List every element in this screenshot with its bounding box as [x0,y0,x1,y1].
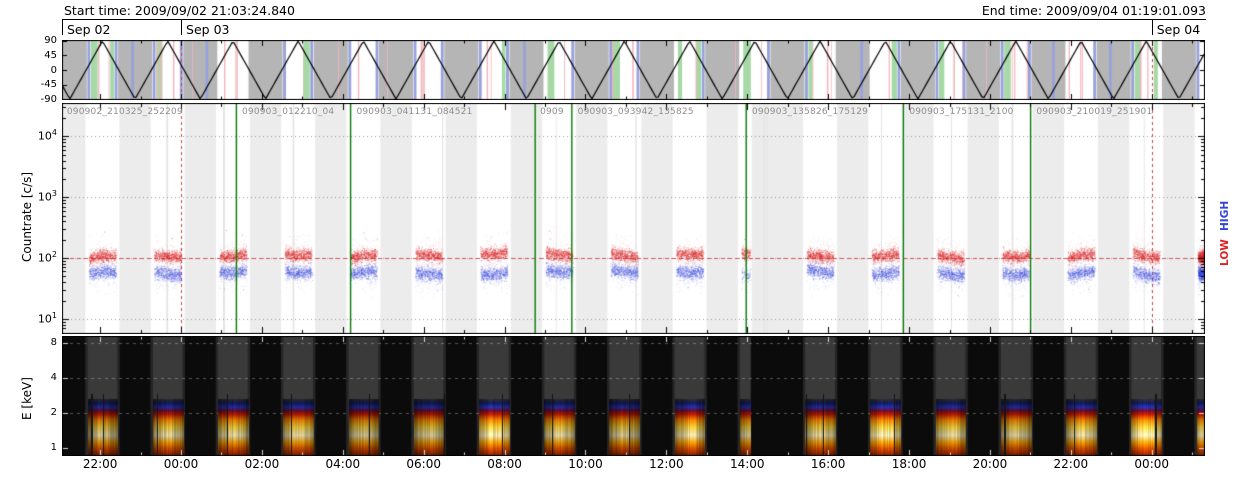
file-segment-label: 0909 [540,107,564,117]
energy-tick-label: 1 [50,441,57,453]
time-tick-label: 14:00 [729,457,765,471]
time-tick-label: 12:00 [649,457,684,471]
date-boundary-tick [181,20,183,35]
energy-tick-label: 2 [50,406,57,418]
time-tick-label: 08:00 [487,457,522,471]
attitude-panel-canvas [62,40,1205,100]
tick-exponent: 1 [51,310,57,320]
energy-tick-label: 8 [50,337,57,349]
tick-exponent: 4 [51,128,57,138]
file-segment-label: 090903_093942_135825 [577,107,694,117]
attitude-tick-label: 45 [44,49,57,61]
tick-exponent: 3 [51,189,57,199]
time-tick-label: 06:00 [406,457,441,471]
date-label: Sep 03 [186,22,230,37]
series-label-low: LOW [1219,239,1231,266]
energy-tick-label: 4 [50,371,57,383]
spectrogram-panel-canvas [62,336,1205,456]
time-tick-label: 00:00 [163,457,199,471]
file-segment-label: 090903_135826_175129 [752,107,869,117]
time-tick-label: 04:00 [325,457,361,471]
attitude-tick-label: -90 [40,94,57,105]
file-segment-label: 090903_210019_251901 [1036,107,1153,117]
date-label: Sep 04 [1156,22,1201,37]
energy-axis-title: E [keV] [20,377,34,420]
attitude-tick-label: 90 [44,35,57,46]
countrate-tick-label: 103 [37,189,57,204]
file-segment-label: 090903_012210_04 [241,107,335,117]
date-boundary-tick [62,20,63,35]
attitude-tick-label: 0 [50,64,57,76]
time-tick-label: 02:00 [244,457,280,471]
tick-exponent: 2 [51,250,57,259]
countrate-tick-label: 102 [37,250,57,265]
date-boundary-tick [1151,20,1153,35]
countrate-tick-label: 101 [37,310,57,326]
time-tick-label: 22:00 [1053,457,1089,471]
file-segment-label: 090903_175131_2100 [909,107,1014,117]
attitude-tick-label: -45 [40,79,57,91]
time-tick-label: 22:00 [82,457,118,471]
countrate-tick-label: 104 [37,128,57,144]
series-label-high: HIGH [1219,200,1231,231]
time-tick-label: 20:00 [972,457,1008,471]
time-tick-label: 16:00 [810,457,846,471]
end-time-label: End time: 2009/09/04 01:19:01.093 [981,3,1206,18]
countrate-axis-title: Countrate [c/s] [20,171,34,262]
file-segment-label: 090902_210325_252209 [66,107,183,117]
time-tick-label: 10:00 [568,457,603,471]
start-time-label: Start time: 2009/09/02 21:03:24.840 [64,3,295,18]
header-rule [62,19,1206,20]
time-tick-label: 18:00 [891,457,927,471]
file-segment-label: 090903_041131_084521 [356,107,473,117]
countrate-panel-canvas [62,103,1205,334]
date-label: Sep 02 [67,22,111,37]
time-tick-label: 00:00 [1134,457,1170,471]
